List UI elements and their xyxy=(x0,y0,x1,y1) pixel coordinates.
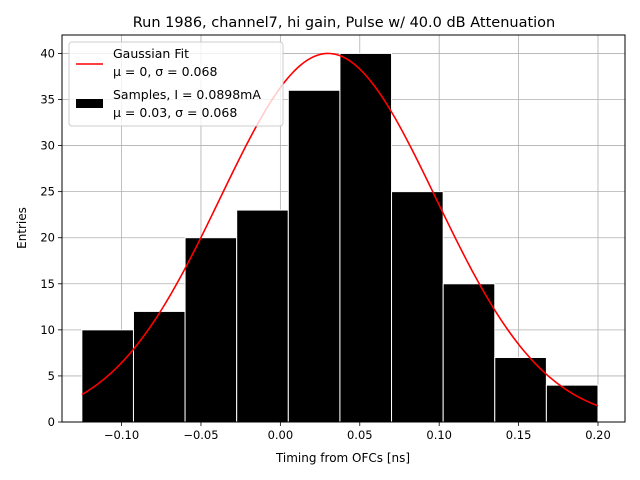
chart-title: Run 1986, channel7, hi gain, Pulse w/ 40… xyxy=(133,15,556,31)
legend-samples-label: Samples, I = 0.0898mA xyxy=(113,87,261,102)
legend-samples-swatch xyxy=(76,99,103,108)
histogram-bar xyxy=(184,237,238,423)
x-tick-label: 0.10 xyxy=(426,428,452,442)
y-tick-label: 40 xyxy=(40,46,55,60)
x-tick-label: 0.20 xyxy=(585,428,611,442)
plot-frame xyxy=(61,34,626,423)
histogram-bar xyxy=(287,89,341,423)
x-tick-label: 0.15 xyxy=(506,428,532,442)
x-tick-label: 0.05 xyxy=(347,428,373,442)
fit-layer xyxy=(81,52,599,407)
y-tick-label: 10 xyxy=(40,323,55,337)
histogram-bar xyxy=(132,310,186,423)
bars-layer xyxy=(81,52,599,423)
x-tick-label: −0.05 xyxy=(183,428,218,442)
histogram-bar xyxy=(339,52,393,423)
legend: Gaussian Fit μ = 0, σ = 0.068 Samples, I… xyxy=(68,41,284,127)
y-tick-label: 25 xyxy=(40,185,55,199)
y-tick-label: 20 xyxy=(40,231,55,245)
histogram-bar xyxy=(442,283,496,423)
histogram-bar xyxy=(236,209,289,423)
x-tick-label: 0.00 xyxy=(268,428,294,442)
legend-fit-label: Gaussian Fit xyxy=(113,46,189,61)
legend-samples-stats: μ = 0.03, σ = 0.068 xyxy=(113,105,237,120)
histogram-bar xyxy=(545,384,599,423)
y-tick-label: 5 xyxy=(48,369,55,383)
y-tick-label: 0 xyxy=(48,415,55,429)
y-tick-label: 35 xyxy=(40,93,55,107)
histogram-bar xyxy=(391,191,444,423)
y-tick-label: 30 xyxy=(40,139,55,153)
legend-box xyxy=(68,41,284,127)
x-tick-label: −0.10 xyxy=(104,428,139,442)
legend-fit-stats: μ = 0, σ = 0.068 xyxy=(113,64,217,79)
histogram-bar xyxy=(494,357,547,423)
y-axis-label: Entries xyxy=(15,207,29,249)
y-tick-label: 15 xyxy=(40,277,55,291)
ticks-layer: −0.10 −0.05 0.00 0.05 0.10 0.15 0.20 0 5 10 15 20 25… xyxy=(40,46,610,442)
x-axis-label: Timing from OFCs [ns] xyxy=(275,451,410,465)
gaussian-fit-line xyxy=(81,52,599,407)
